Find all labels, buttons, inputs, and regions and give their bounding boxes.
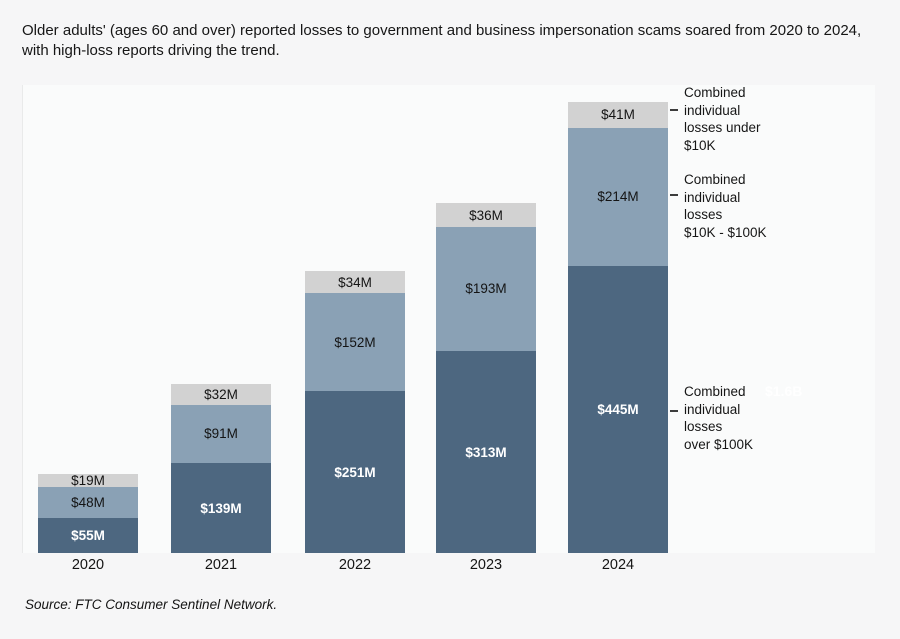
legend-label-0: Combined individual losses under $10K [684,85,761,153]
bar-segment-2022-over-100k: $251M [305,391,405,553]
bar-segment-2022-10k-100k: $152M [305,293,405,392]
segment-value-label: $48M [71,494,105,510]
x-axis-label-2022: 2022 [338,557,372,573]
x-axis-label-2021: 2021 [204,557,238,573]
bar-segment-2021-under-10k: $32M [171,384,271,405]
bar-segment-2021-over-100k: $139M [171,463,271,553]
bar-segment-2024-under-10k: $41M [568,101,668,128]
legend-tick-10k-100k [670,194,678,196]
legend-tick-over-100k [670,410,678,412]
bar-segment-2020-over-100k: $55M [38,517,138,553]
segment-value-label: $445M [597,401,639,417]
bar-segment-2021-10k-100k: $91M [171,404,271,464]
legend-tick-under-10k [670,109,678,111]
segment-value-label: $139M [200,500,242,516]
bar-segment-2023-10k-100k: $193M [436,226,536,352]
segment-value-label: $251M [334,464,376,480]
segment-value-label: $34M [338,274,372,290]
bar-segment-2023-under-10k: $36M [436,203,536,227]
segment-value-label: $36M [469,207,503,223]
segment-value-label: $152M [334,334,376,350]
segment-value-label: $214M [597,189,639,205]
x-axis-label-2023: 2023 [469,557,503,573]
total-2024-annotation: $1.6B [765,383,803,399]
segment-value-label: $193M [465,281,507,297]
segment-value-label: $313M [465,444,507,460]
bar-segment-2024-over-100k: $445M [568,265,668,553]
segment-value-label: $55M [71,527,105,543]
bar-segment-2020-10k-100k: $48M [38,486,138,518]
bar-segment-2023-over-100k: $313M [436,351,536,553]
segment-value-label: $32M [204,386,238,402]
legend-label-2: Combined individual losses over $100K [684,384,754,452]
x-axis-label-2024: 2024 [601,557,635,573]
legend-label-1: Combined individual losses $10K - $100K [684,172,767,240]
segment-value-label: $19M [71,472,105,488]
bar-segment-2024-10k-100k: $214M [568,127,668,266]
source-note: Source: FTC Consumer Sentinel Network. [25,597,278,612]
x-axis-label-2020: 2020 [71,557,105,573]
bar-segment-2020-under-10k: $19M [38,472,138,488]
segment-value-label: $41M [601,107,635,123]
segment-value-label: $91M [204,426,238,442]
chart-title: Older adults' (ages 60 and over) reporte… [22,22,862,59]
bar-segment-2022-under-10k: $34M [305,271,405,294]
